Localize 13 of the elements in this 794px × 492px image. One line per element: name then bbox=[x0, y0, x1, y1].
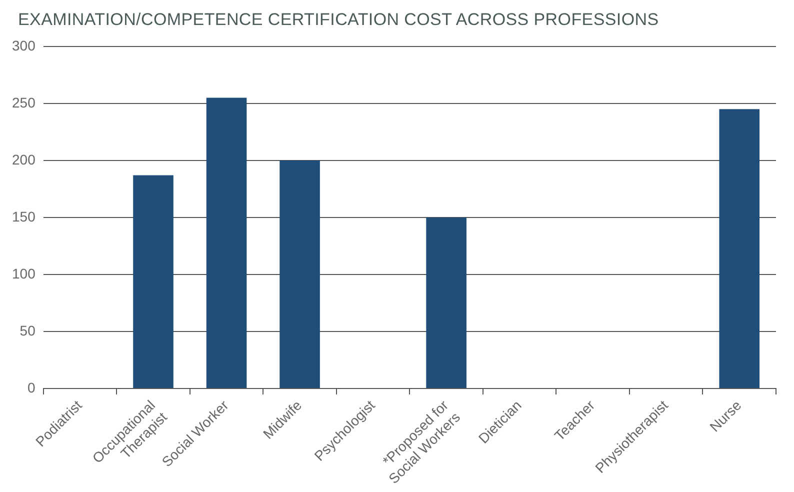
bar bbox=[426, 217, 466, 388]
y-tick-label: 300 bbox=[12, 37, 36, 54]
y-tick-label: 150 bbox=[12, 208, 36, 224]
bar bbox=[719, 109, 760, 388]
y-tick-label: 0 bbox=[28, 379, 36, 396]
y-tick-label: 200 bbox=[12, 151, 36, 168]
bar bbox=[280, 160, 320, 388]
y-tick-label: 100 bbox=[12, 265, 36, 282]
bar bbox=[206, 98, 247, 388]
y-tick-label: 50 bbox=[20, 322, 36, 338]
chart-title: EXAMINATION/COMPETENCE CERTIFICATION COST ACROSS PROFESSIONS bbox=[18, 10, 659, 30]
bar bbox=[133, 175, 174, 388]
y-tick-label: 250 bbox=[12, 94, 36, 110]
